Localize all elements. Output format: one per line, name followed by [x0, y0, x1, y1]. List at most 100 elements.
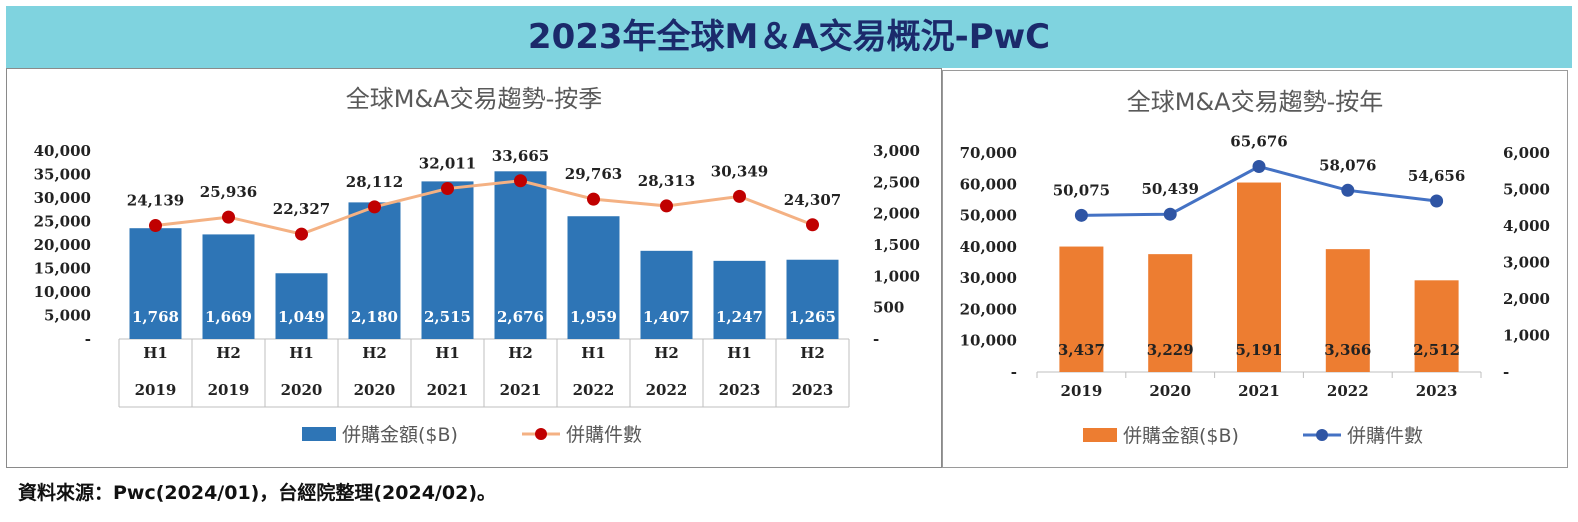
- bar-data-label: 2,515: [424, 308, 471, 326]
- bar: [421, 181, 474, 339]
- bar: [1414, 280, 1459, 372]
- bar: [1059, 246, 1104, 372]
- line-data-label: 24,139: [127, 192, 184, 210]
- source-note: 資料來源：Pwc(2024/01)，台經院整理(2024/02)。: [18, 482, 496, 504]
- bar: [348, 202, 401, 339]
- y-right-tick-label: 5,000: [1503, 181, 1550, 199]
- x-tick-label: H2: [654, 344, 679, 362]
- line-point: [295, 227, 308, 241]
- line-data-label: 33,665: [492, 147, 549, 165]
- line-point: [514, 174, 527, 188]
- line-data-label: 30,349: [711, 162, 768, 180]
- y-right-tick-label: 1,000: [873, 267, 920, 285]
- bar: [640, 250, 693, 339]
- line-point: [1341, 183, 1355, 197]
- y-right-tick-label: 6,000: [1503, 144, 1550, 162]
- bar-data-label: 3,229: [1147, 341, 1194, 359]
- page-title: 2023年全球M＆A交易概況-PwC: [527, 17, 1051, 57]
- x-tick-label: 2022: [646, 381, 688, 399]
- line-point: [1252, 160, 1266, 174]
- chart-annual: 全球M&A交易趨勢-按年 - 10,000 20,000 30,000 40,000 50,…: [960, 88, 1550, 447]
- bar-data-label: 3,437: [1058, 341, 1105, 359]
- x-tick-label: 2023: [1416, 382, 1458, 400]
- legend-swatch-marker: [1316, 429, 1328, 441]
- bar-data-label: 1,768: [132, 308, 179, 326]
- y-right-tick-label: -: [1503, 363, 1509, 381]
- line-data-label: 32,011: [419, 155, 476, 173]
- x-tick-label: 2020: [281, 381, 323, 399]
- chart-panel-half-year: 全球M&A交易趨勢-按季 - 5,000 10,000 15,000 20,000 25,0…: [6, 68, 942, 468]
- y-right-tick-label: 3,000: [873, 142, 920, 160]
- bar: [129, 228, 182, 339]
- y-left-tick-label: 5,000: [44, 307, 91, 325]
- y-left-tick-label: 15,000: [34, 260, 91, 278]
- y-right-tick-label: 4,000: [1503, 217, 1550, 235]
- bar: [786, 259, 839, 339]
- x-tick-label: 2020: [354, 381, 396, 399]
- bar: [567, 216, 620, 339]
- y-right-tick-label: 500: [873, 299, 904, 317]
- legend-swatch-bar: [302, 427, 336, 441]
- line-point: [733, 189, 746, 203]
- y-left-tick-label: 70,000: [960, 144, 1017, 162]
- chart-panel-annual: 全球M&A交易趨勢-按年 - 10,000 20,000 30,000 40,000 50,…: [942, 70, 1568, 468]
- line-data-label: 24,307: [784, 191, 841, 209]
- chart-title: 全球M&A交易趨勢-按年: [1127, 88, 1384, 116]
- x-tick-label: 2022: [1327, 382, 1369, 400]
- y-left-tick-label: -: [1011, 363, 1017, 381]
- y-left-tick-label: 20,000: [34, 236, 91, 254]
- y-left-tick-label: -: [85, 330, 91, 348]
- bar-data-label: 1,669: [205, 308, 252, 326]
- x-tick-label: 2019: [135, 381, 177, 399]
- x-tick-label: 2019: [208, 381, 250, 399]
- x-tick-label: H2: [216, 344, 241, 362]
- x-tick-label: H1: [435, 344, 460, 362]
- y-left-tick-label: 10,000: [960, 332, 1017, 350]
- line-data-label: 54,656: [1408, 167, 1465, 185]
- x-tick-label: 2023: [719, 381, 761, 399]
- bar: [494, 171, 547, 339]
- bar-data-label: 1,247: [716, 308, 763, 326]
- line-data-label: 58,076: [1319, 156, 1376, 174]
- x-tick-label: 2019: [1061, 382, 1103, 400]
- y-left-tick-label: 30,000: [34, 189, 91, 207]
- line-point: [660, 199, 673, 213]
- y-left-tick-label: 30,000: [960, 269, 1017, 287]
- y-right-tick-label: 1,000: [1503, 327, 1550, 345]
- x-tick-label: H2: [362, 344, 387, 362]
- x-tick-label: 2021: [1238, 382, 1280, 400]
- y-right-tick-label: -: [873, 330, 879, 348]
- line-point: [441, 182, 454, 196]
- x-tick-label: H1: [581, 344, 606, 362]
- line-point: [806, 218, 819, 232]
- chart-half-year: 全球M&A交易趨勢-按季 - 5,000 10,000 15,000 20,000 25,0…: [34, 85, 920, 446]
- bar: [275, 273, 328, 339]
- line-point: [368, 200, 381, 214]
- line-point: [587, 192, 600, 206]
- bar-data-label: 1,959: [570, 308, 617, 326]
- y-left-tick-label: 10,000: [34, 283, 91, 301]
- x-tick-label: 2021: [500, 381, 542, 399]
- line-data-label: 29,763: [565, 165, 622, 183]
- bar: [713, 260, 766, 339]
- legend-label-line: 併購件數: [1347, 425, 1423, 447]
- line-data-label: 25,936: [200, 183, 257, 201]
- y-right-tick-label: 1,500: [873, 236, 920, 254]
- x-tick-label: H2: [800, 344, 825, 362]
- legend-label-bar: 併購金額($B): [342, 424, 458, 446]
- line-data-label: 28,112: [346, 173, 403, 191]
- line-point: [149, 219, 162, 233]
- y-left-tick-label: 25,000: [34, 213, 91, 231]
- bar-data-label: 3,366: [1324, 341, 1371, 359]
- bar: [1325, 249, 1370, 372]
- line-point: [222, 210, 235, 224]
- line-data-label: 50,439: [1141, 180, 1198, 198]
- line-data-label: 22,327: [273, 200, 330, 218]
- line-data-label: 28,313: [638, 172, 695, 190]
- y-right-tick-label: 2,500: [873, 173, 920, 191]
- y-left-tick-label: 35,000: [34, 166, 91, 184]
- bar-data-label: 1,049: [278, 308, 325, 326]
- legend-label-line: 併購件數: [566, 424, 642, 446]
- x-tick-label: H2: [508, 344, 533, 362]
- series-line: [155, 179, 814, 236]
